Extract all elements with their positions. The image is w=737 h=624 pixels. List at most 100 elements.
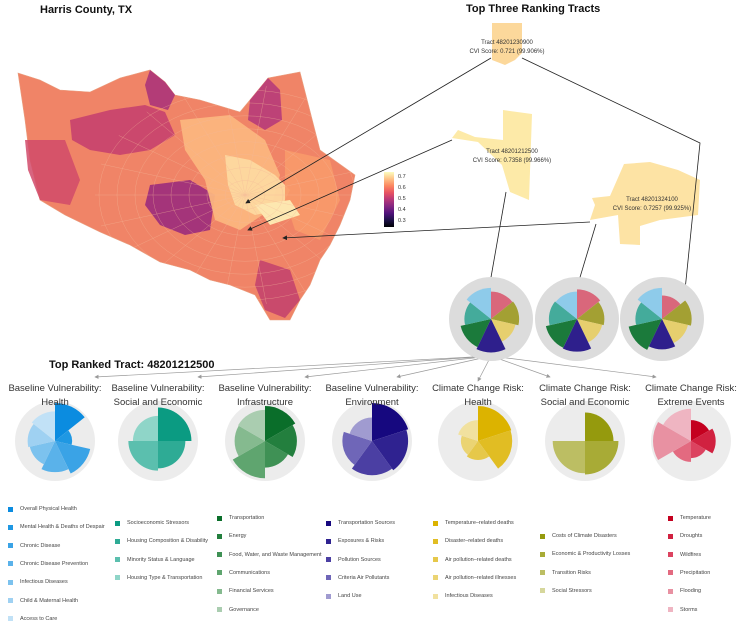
legend-item: Chronic Disease Prevention [8, 560, 88, 568]
legend-label: Governance [229, 606, 259, 613]
legend-item: Flooding [668, 587, 701, 595]
legend-swatch [217, 607, 222, 612]
legend-label: Disaster–related deaths [445, 538, 504, 545]
tract-label-3: Tract 48201324100 CVI Score: 0.7257 (99.… [597, 196, 707, 214]
connector-arrow [488, 191, 507, 284]
legend-item: Precipitation [668, 569, 710, 577]
top-three-title: Top Three Ranking Tracts [466, 3, 601, 15]
legend-item: Infectious Diseases [8, 578, 68, 586]
connector-arrow [247, 139, 453, 231]
polar-wedge [491, 319, 516, 342]
legend-label: Exposures & Risks [338, 538, 385, 545]
legend-label: Infectious Diseases [20, 579, 68, 586]
legend-swatch [668, 588, 673, 594]
legend-item: Droughts [668, 532, 702, 540]
legend-swatch [433, 538, 438, 544]
tract-score: CVI Score: 0.7257 (99.925%) [612, 206, 692, 212]
legend-item: Air pollution–related deaths [433, 556, 512, 564]
polar-wedge [158, 407, 192, 441]
legend-swatch [540, 588, 545, 594]
polar-wedge [265, 441, 289, 468]
panel-title-line: Infrastructure [237, 397, 293, 408]
tract-shape-48201324100 [590, 162, 700, 245]
legend-label: Economic & Productivity Losses [552, 551, 631, 558]
legend-item: Transition Risks [540, 569, 591, 577]
map-tract-boundary [182, 94, 246, 196]
panel-title-line: Health [41, 397, 69, 408]
legend-item: Temperature [668, 514, 711, 522]
legend-label: Temperature [680, 515, 711, 521]
polar-wedge [265, 425, 297, 457]
legend-label: Flooding [680, 588, 702, 595]
polar-wedge [128, 441, 158, 471]
polar-wedge [55, 441, 91, 474]
legend-label: Housing Composition & Disability [127, 538, 209, 545]
polar-wedge [585, 412, 614, 441]
legend-item: Socioeconomic Stressors [115, 519, 189, 527]
panel-title-line: Baseline Vulnerability: [218, 383, 312, 394]
legend-label: Minority Status & Language [127, 556, 195, 563]
panel-title: Baseline Vulnerability: Social and Econom… [103, 382, 213, 410]
legend-item: Communications [217, 569, 270, 577]
tract-score: CVI Score: 0.721 (99.906%) [469, 49, 545, 55]
map-tract-boundary [170, 141, 320, 249]
legend-swatch [433, 557, 438, 563]
polar-wedge [691, 420, 710, 441]
panel-title-line: Extreme Events [657, 397, 725, 408]
polar-wedge [585, 441, 619, 475]
colorbar-tick-label: 0.4 [398, 206, 406, 213]
map-tract-boundary [224, 180, 266, 210]
legend-label: Financial Services [229, 588, 274, 595]
legend-label: Air pollution–related deaths [445, 556, 512, 563]
panel-title-line: Health [464, 397, 492, 408]
panel-title: Climate Change Risk: Social and Economic [530, 382, 640, 410]
connector-arrow [576, 223, 597, 285]
polar-wedge [628, 319, 662, 350]
legend-label: Social Stressors [552, 587, 592, 594]
legend-swatch [217, 588, 222, 594]
legend-item: Energy [217, 532, 246, 540]
polar-wedge [478, 430, 513, 469]
legend-label: Mental Health & Deaths of Despair [20, 524, 105, 531]
legend-item: Costs of Climate Disasters [540, 532, 617, 540]
tract-score: CVI Score: 0.7358 (99.966%) [472, 158, 552, 164]
tract-shape-48201212500 [452, 110, 532, 200]
polar-wedge [466, 441, 490, 460]
panel-title-line: Baseline Vulnerability: [325, 383, 419, 394]
legend-label: Droughts [680, 533, 703, 540]
polar-wedge [265, 406, 296, 441]
map-tract-boundary [152, 128, 338, 262]
panel-title-line: Climate Change Risk: [645, 383, 737, 394]
tract-label-1: Tract 48201230900 CVI Score: 0.721 (99.9… [452, 39, 562, 57]
legend-swatch [115, 557, 120, 563]
legend-swatch [668, 607, 673, 612]
legend-swatch [115, 538, 120, 544]
map-tract-boundary [146, 111, 246, 196]
map-tract-boundary [101, 163, 246, 196]
legend-item: Food, Water, and Waste Management [217, 551, 322, 559]
legend-label: Child & Maternal Health [20, 597, 79, 604]
legend-swatch [668, 570, 673, 576]
legend-item: Child & Maternal Health [8, 597, 78, 605]
panel-title: Climate Change Risk: Extreme Events [636, 382, 737, 410]
legend-item: Pollution Sources [326, 556, 381, 564]
polar-wedge [476, 319, 506, 353]
legend-swatch [217, 533, 222, 539]
polar-wedge [464, 302, 491, 325]
harris-county-map [17, 69, 356, 321]
polar-wedge [55, 430, 73, 445]
panel-title-line: Social and Economic [113, 397, 203, 408]
polar-wedge [577, 301, 605, 326]
legend-swatch [668, 552, 673, 558]
legend-label: Communications [229, 569, 270, 576]
map-tract-boundary [188, 154, 302, 236]
panel-title: Baseline Vulnerability: Infrastructure [210, 382, 320, 410]
legend-label: Costs of Climate Disasters [552, 533, 617, 539]
legend-swatch [326, 557, 331, 563]
panel-connector-arrow [197, 355, 492, 379]
legend-swatch [540, 533, 545, 539]
top-polar-2 [535, 277, 619, 361]
polar-wedge [653, 422, 691, 460]
category-polar-6 [545, 401, 625, 481]
colorbar-tick-label: 0.5 [398, 195, 406, 202]
